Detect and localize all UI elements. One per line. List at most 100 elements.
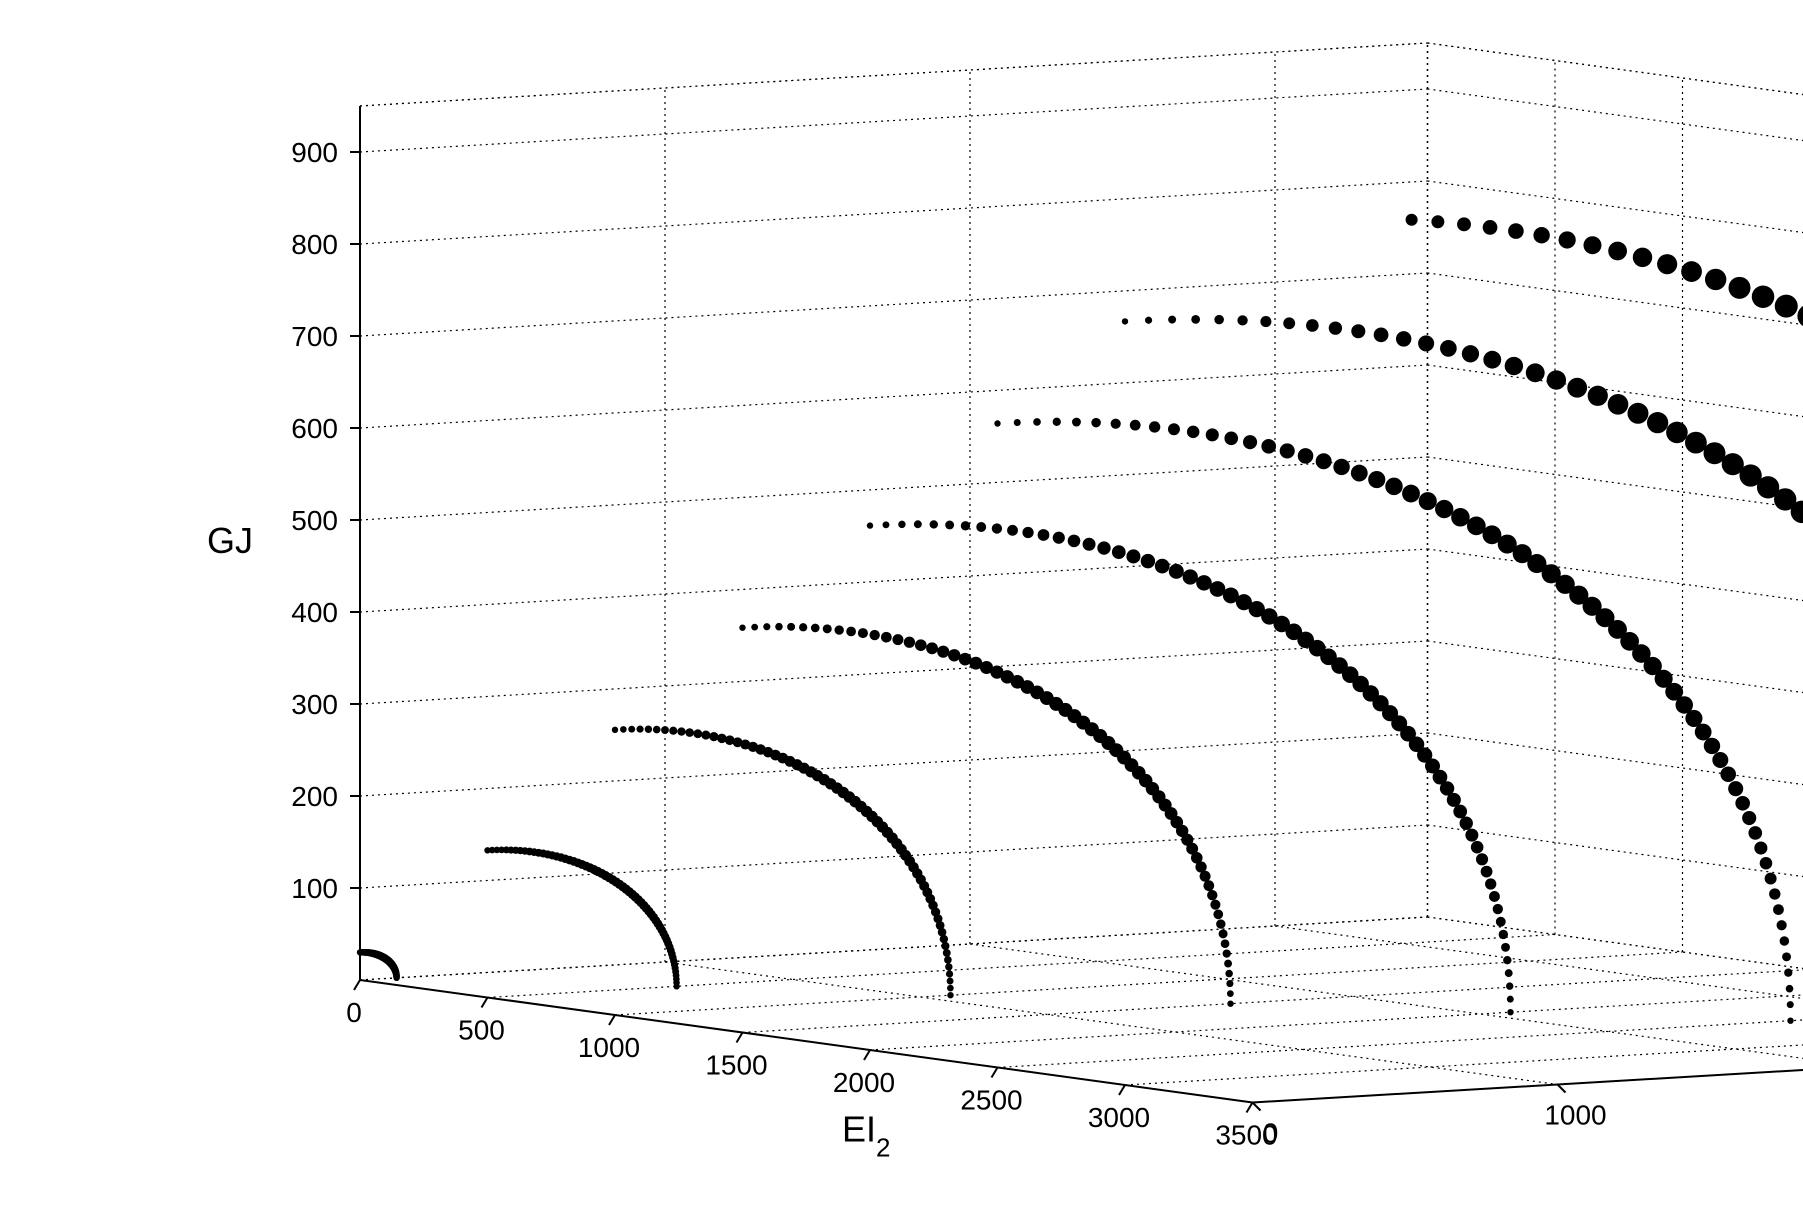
data-marker (693, 729, 702, 738)
data-marker (940, 935, 948, 943)
data-marker (1780, 936, 1790, 946)
data-marker (1777, 920, 1787, 930)
data-marker (709, 732, 718, 741)
data-marker (948, 649, 960, 661)
data-marker (1145, 317, 1152, 324)
data-marker (1765, 873, 1777, 885)
data-marker (944, 956, 952, 964)
data-marker (1091, 418, 1101, 428)
data-marker (677, 727, 685, 735)
data-marker (1298, 448, 1314, 464)
data-marker (1243, 435, 1257, 449)
data-marker (628, 726, 635, 733)
data-marker (787, 623, 795, 631)
data-marker (1122, 318, 1128, 324)
data-marker (867, 522, 873, 528)
data-marker (1130, 420, 1141, 431)
svg-text:300: 300 (291, 689, 338, 720)
data-marker (947, 992, 953, 998)
data-marker (1237, 315, 1247, 325)
data-marker (1014, 419, 1021, 426)
data-marker (869, 630, 879, 640)
data-marker (1227, 1001, 1233, 1007)
data-marker (1501, 943, 1510, 952)
data-marker (1418, 335, 1434, 351)
data-marker (1351, 324, 1365, 338)
data-marker (1214, 315, 1224, 325)
data-marker (1627, 403, 1648, 424)
data-marker (1489, 891, 1500, 902)
data-marker (1200, 871, 1211, 882)
data-marker (892, 634, 903, 645)
data-marker (1213, 909, 1223, 919)
svg-text:2500: 2500 (960, 1085, 1022, 1116)
svg-text:400: 400 (291, 597, 338, 628)
data-marker (1499, 930, 1508, 939)
data-marker (1457, 217, 1471, 231)
data-marker (941, 942, 949, 950)
data-marker (620, 726, 627, 733)
data-marker (1280, 443, 1295, 458)
data-marker (961, 521, 970, 530)
data-marker (930, 520, 938, 528)
data-marker (1007, 525, 1018, 536)
data-marker (1507, 1009, 1513, 1015)
data-marker (992, 523, 1002, 533)
data-marker (1526, 363, 1545, 382)
data-marker (1465, 829, 1478, 842)
data-marker (811, 624, 820, 633)
data-marker (946, 970, 953, 977)
data-marker (1440, 340, 1457, 357)
plot-svg: 1002003004005006007008009000500100015002… (0, 0, 1803, 1224)
data-marker (1506, 982, 1513, 989)
data-marker (1705, 269, 1726, 290)
data-marker (1485, 878, 1496, 889)
data-marker (1385, 478, 1402, 495)
data-marker (1483, 351, 1501, 369)
data-marker (1203, 880, 1214, 891)
data-marker (1471, 841, 1484, 854)
data-marker (1196, 575, 1212, 591)
svg-text:600: 600 (291, 413, 338, 444)
data-marker (1797, 304, 1803, 327)
data-marker (661, 726, 669, 734)
data-marker (1097, 541, 1110, 554)
data-marker (1496, 917, 1506, 927)
data-marker (1533, 227, 1549, 243)
data-marker (1481, 866, 1493, 878)
svg-text:900: 900 (291, 137, 338, 168)
svg-text:200: 200 (291, 781, 338, 812)
data-marker (1419, 492, 1437, 510)
data-marker (1038, 529, 1050, 541)
data-marker (994, 420, 1000, 426)
data-marker (393, 975, 399, 981)
data-marker (1333, 459, 1349, 475)
data-marker (1754, 841, 1767, 854)
z-axis-label: GJ (207, 520, 253, 561)
data-marker (653, 726, 661, 734)
data-marker (898, 521, 905, 528)
data-marker (1221, 939, 1230, 948)
svg-text:500: 500 (458, 1015, 505, 1046)
data-marker (1207, 890, 1217, 900)
data-marker (1462, 345, 1479, 362)
grid (360, 43, 1803, 1103)
scatter-data (357, 214, 1803, 1043)
data-marker (1368, 471, 1385, 488)
svg-text:0: 0 (1263, 1118, 1279, 1149)
data-marker (751, 624, 758, 631)
data-marker (883, 521, 890, 528)
data-marker (1567, 378, 1587, 398)
data-marker (926, 642, 938, 654)
svg-text:500: 500 (291, 505, 338, 536)
data-marker (1083, 538, 1096, 551)
data-marker (1141, 554, 1155, 568)
data-marker (1402, 485, 1420, 503)
data-marker (945, 521, 954, 530)
data-marker (1169, 564, 1184, 579)
data-marker (1191, 315, 1200, 324)
data-marker (1216, 919, 1225, 928)
svg-text:100: 100 (291, 873, 338, 904)
data-marker (1588, 386, 1608, 406)
data-marker (846, 627, 856, 637)
